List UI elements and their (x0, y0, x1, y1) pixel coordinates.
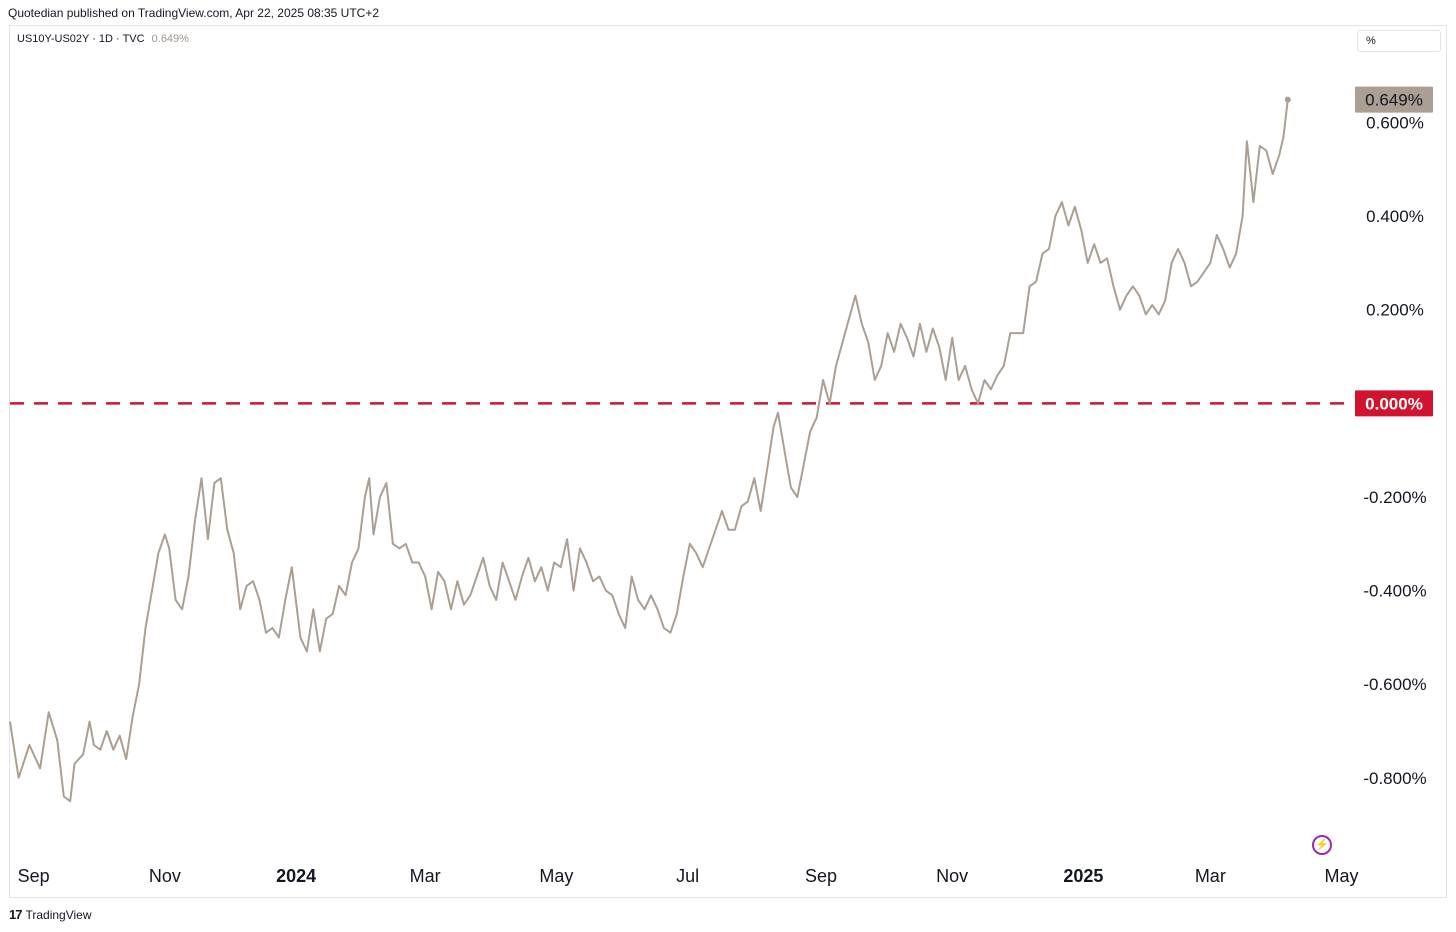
last-price-text: 0.649% (1365, 91, 1423, 110)
x-tick-label: Mar (410, 866, 441, 886)
y-tick-label: -0.400% (1363, 582, 1426, 601)
y-tick-label: -0.200% (1363, 488, 1426, 507)
x-tick-label: Jul (676, 866, 699, 886)
y-tick-label: 0.400% (1366, 207, 1424, 226)
last-price-box (1355, 86, 1433, 113)
tradingview-logo-icon: 17 (9, 907, 23, 922)
tradingview-footer: 17 TradingView (9, 907, 92, 922)
y-tick-label: 0.200% (1366, 301, 1424, 320)
zero-label-box (1355, 390, 1433, 417)
legend-value: 0.649% (151, 33, 189, 45)
brand-label: TradingView (25, 907, 92, 922)
x-tick-label: Sep (805, 866, 837, 886)
y-tick-label: -0.800% (1363, 769, 1426, 788)
symbol-legend: US10Y-US02Y · 1D · TVC 0.649% (17, 33, 189, 45)
unit-selector[interactable]: % (1357, 30, 1441, 52)
x-tick-label: Nov (936, 866, 968, 886)
x-tick-label: May (539, 866, 573, 886)
lightning-icon[interactable]: ⚡ (1312, 835, 1332, 855)
x-tick-label: Sep (18, 866, 50, 886)
x-tick-label: 2024 (276, 866, 316, 886)
x-tick-label: Nov (149, 866, 181, 886)
zero-label-text: 0.000% (1365, 394, 1423, 413)
series-line (9, 99, 1289, 803)
symbol-info[interactable]: US10Y-US02Y · 1D · TVC (17, 33, 145, 45)
published-header: Quotedian published on TradingView.com, … (8, 6, 380, 20)
x-tick-label: Mar (1195, 866, 1226, 886)
last-point-marker (1284, 96, 1291, 103)
x-tick-label: 2025 (1063, 866, 1103, 886)
y-tick-label: -0.600% (1363, 675, 1426, 694)
chart-frame (9, 25, 1447, 898)
x-tick-label: May (1325, 866, 1359, 886)
y-tick-label: 0.600% (1366, 114, 1424, 133)
